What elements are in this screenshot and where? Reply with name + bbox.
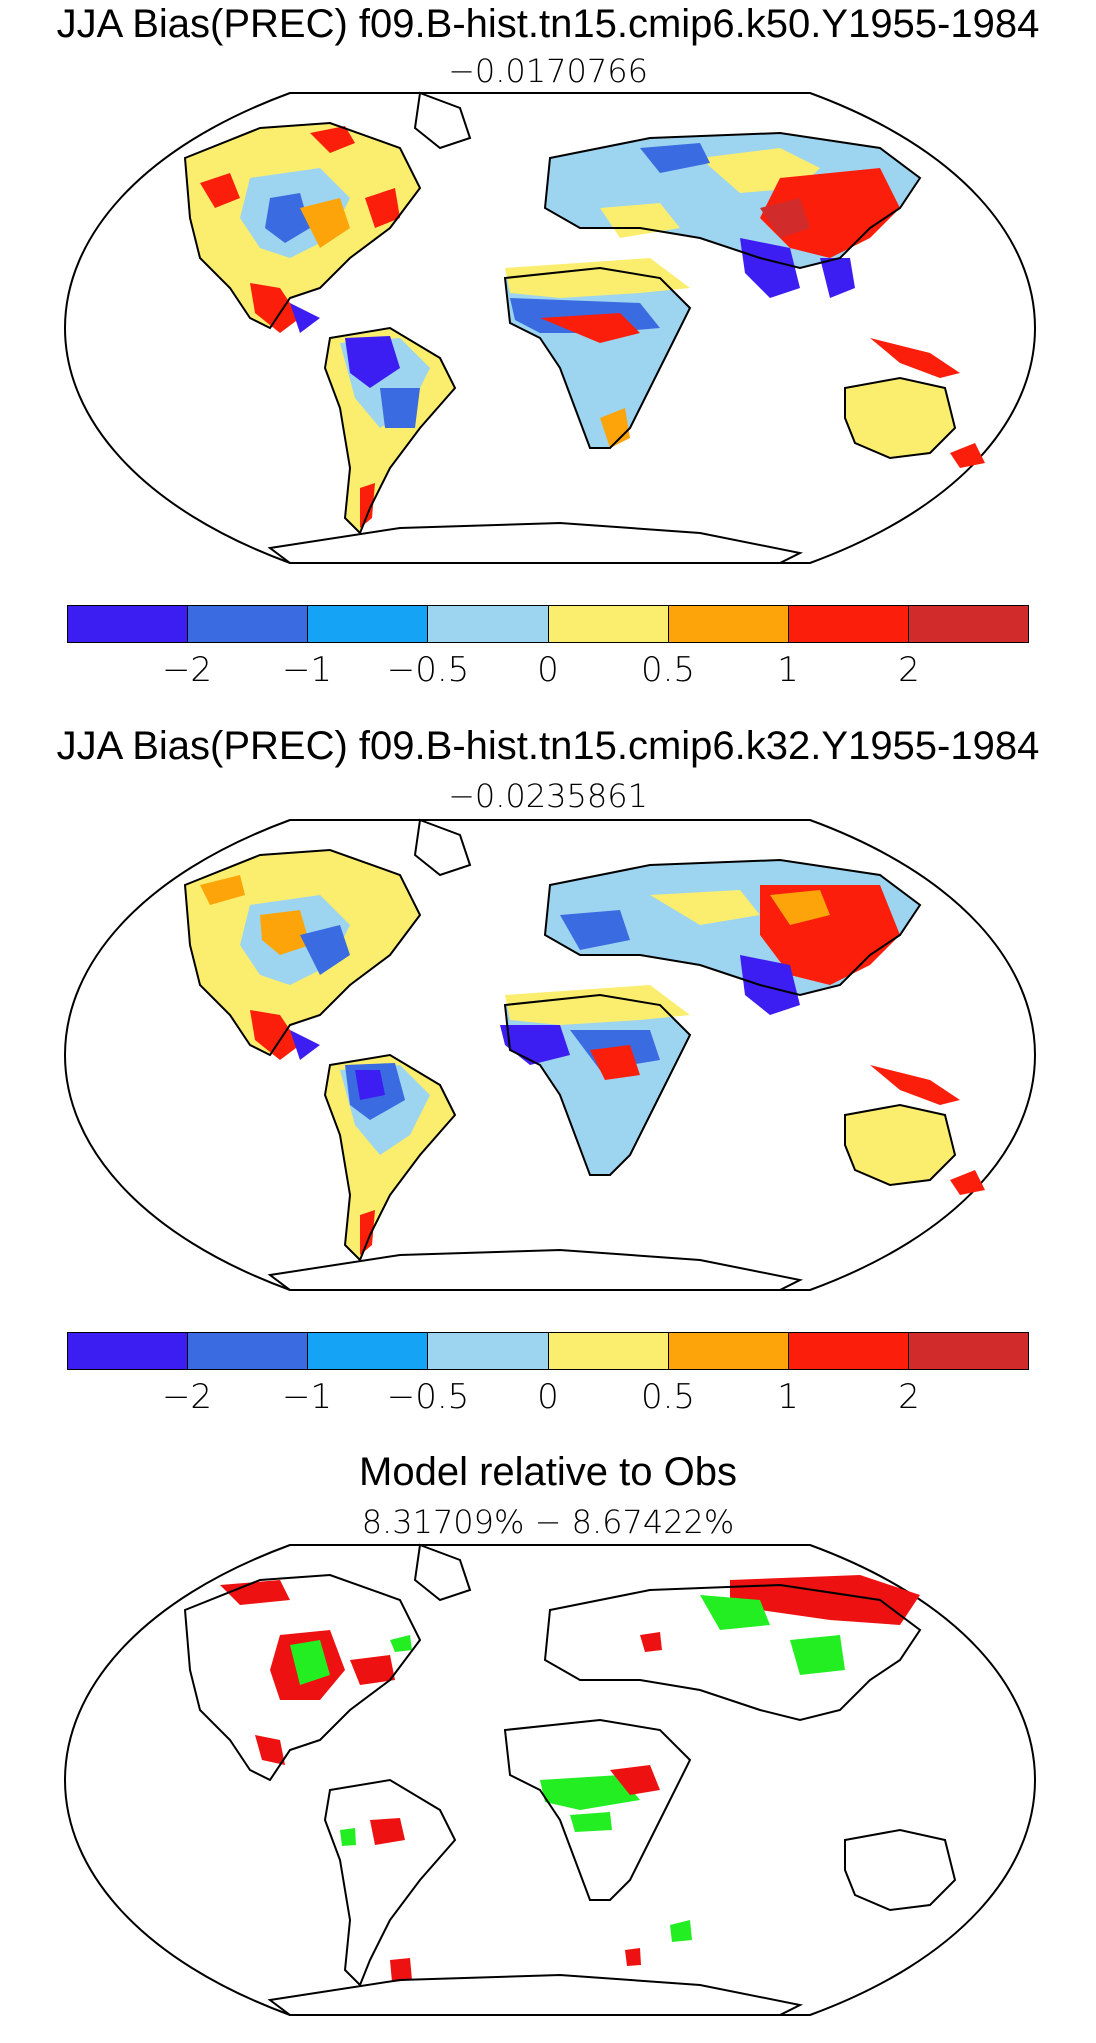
colorbar-tick: 2: [898, 1377, 920, 1417]
panel2-colorbar: [67, 1332, 1029, 1370]
colorbar-tick: −2: [161, 650, 213, 690]
colorbar-cell: [908, 1333, 1028, 1369]
colorbar-cell: [668, 1333, 789, 1369]
panel2-coastlines: [183, 818, 957, 1291]
panel2-colorbar-ticks: −2 −1 −0.5 0 0.5 1 2: [0, 1377, 1096, 1421]
colorbar-tick: −1: [281, 650, 333, 690]
colorbar-cell: [428, 606, 549, 642]
panel2-bias-field: [185, 850, 985, 1260]
panel2-title: JJA Bias(PREC) f09.B-hist.tn15.cmip6.k32…: [56, 724, 1040, 768]
colorbar-tick: 0.5: [640, 650, 696, 690]
panel2-subtitle: −0.0235861: [448, 777, 648, 815]
colorbar-tick: 2: [898, 650, 920, 690]
colorbar-tick: −2: [161, 1377, 213, 1417]
panel1-colorbar: [67, 605, 1029, 643]
colorbar-tick: −0.5: [386, 650, 470, 690]
panel1-colorbar-ticks: −2 −1 −0.5 0 0.5 1 2: [0, 650, 1096, 694]
panel3-significance-field: [220, 1575, 920, 1982]
panel3-subtitle: 8.31709% − 8.67422%: [361, 1503, 735, 1541]
panel3-coastlines: [183, 1543, 957, 2016]
panel1-coastlines: [183, 91, 957, 564]
colorbar-cell: [548, 1333, 669, 1369]
colorbar-cell: [788, 1333, 909, 1369]
colorbar-tick: 0.5: [640, 1377, 696, 1417]
colorbar-tick: −1: [281, 1377, 333, 1417]
colorbar-cell: [188, 1333, 309, 1369]
colorbar-cell: [428, 1333, 549, 1369]
panel2-map: [63, 818, 1037, 1291]
panel3-title: Model relative to Obs: [359, 1450, 737, 1494]
colorbar-tick: 1: [777, 650, 799, 690]
colorbar-cell: [788, 606, 909, 642]
colorbar-cell: [308, 1333, 429, 1369]
colorbar-cell: [908, 606, 1028, 642]
panel1-subtitle: −0.0170766: [448, 52, 648, 90]
panel1-title: JJA Bias(PREC) f09.B-hist.tn15.cmip6.k50…: [56, 2, 1040, 46]
colorbar-cell: [68, 606, 189, 642]
colorbar-tick: −0.5: [386, 1377, 470, 1417]
panel1-map: [63, 91, 1037, 564]
colorbar-cell: [548, 606, 669, 642]
colorbar-cell: [668, 606, 789, 642]
colorbar-tick: 0: [537, 650, 559, 690]
colorbar-tick: 0: [537, 1377, 559, 1417]
colorbar-cell: [308, 606, 429, 642]
colorbar-cell: [188, 606, 309, 642]
panel3-map: [63, 1543, 1037, 2016]
panel1-bias-field: [185, 123, 985, 533]
colorbar-tick: 1: [777, 1377, 799, 1417]
colorbar-cell: [68, 1333, 189, 1369]
